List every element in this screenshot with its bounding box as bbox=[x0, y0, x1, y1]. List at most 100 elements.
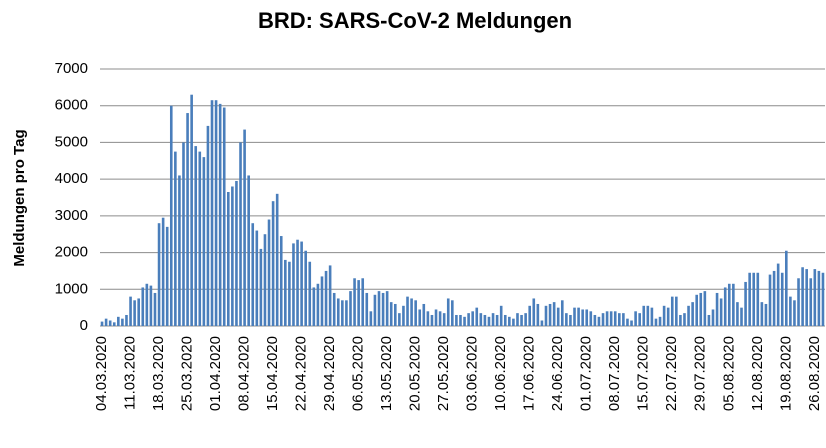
bar bbox=[471, 311, 474, 326]
bar bbox=[552, 302, 556, 326]
bar bbox=[650, 307, 654, 326]
bar bbox=[662, 305, 666, 326]
x-tick-label: 13.05.2020 bbox=[378, 336, 395, 411]
bar bbox=[618, 313, 621, 326]
bar bbox=[613, 311, 617, 326]
bar bbox=[426, 311, 430, 326]
bar bbox=[573, 307, 576, 326]
bar bbox=[813, 269, 817, 326]
bar bbox=[540, 320, 544, 326]
bar bbox=[121, 318, 124, 326]
bar bbox=[756, 272, 760, 326]
bar bbox=[320, 276, 324, 326]
bar bbox=[634, 311, 637, 326]
bar bbox=[112, 322, 116, 326]
bar bbox=[141, 287, 145, 326]
bar bbox=[446, 298, 450, 326]
bar bbox=[247, 175, 250, 326]
x-tick-label: 24.06.2020 bbox=[549, 336, 566, 411]
bar bbox=[328, 265, 332, 326]
bar bbox=[361, 278, 365, 326]
bar bbox=[654, 318, 658, 326]
bar bbox=[373, 294, 377, 326]
bar bbox=[479, 313, 483, 326]
bar bbox=[544, 305, 548, 326]
y-tick-label: 3000 bbox=[55, 207, 88, 224]
bar bbox=[149, 285, 153, 326]
y-tick-label: 4000 bbox=[55, 170, 88, 187]
bar bbox=[785, 250, 788, 326]
y-tick-label: 7000 bbox=[55, 60, 88, 77]
bar bbox=[398, 313, 401, 326]
bar bbox=[748, 272, 751, 326]
bar bbox=[182, 142, 185, 326]
x-tick-label: 15.07.2020 bbox=[635, 336, 652, 411]
bar bbox=[703, 291, 707, 326]
bar bbox=[565, 313, 568, 326]
bar bbox=[341, 300, 344, 326]
x-tick-label: 27.05.2020 bbox=[435, 336, 452, 411]
bar bbox=[231, 186, 234, 326]
bar bbox=[117, 316, 120, 326]
bar bbox=[589, 311, 593, 326]
bar bbox=[646, 305, 650, 326]
x-tick-label: 11.03.2020 bbox=[122, 336, 139, 410]
bar bbox=[406, 296, 409, 326]
chart-title: BRD: SARS-CoV-2 Meldungen bbox=[258, 8, 572, 33]
bar bbox=[776, 263, 780, 326]
bar bbox=[304, 250, 307, 326]
bar bbox=[670, 296, 674, 326]
bar bbox=[801, 267, 804, 326]
bar bbox=[165, 226, 169, 326]
bar bbox=[235, 180, 238, 326]
x-tick-label: 08.07.2020 bbox=[606, 336, 623, 411]
bar bbox=[336, 298, 340, 326]
bar bbox=[658, 316, 662, 326]
bar bbox=[104, 318, 108, 326]
bar bbox=[157, 223, 161, 326]
bar bbox=[210, 100, 214, 326]
bar bbox=[377, 291, 381, 326]
bar bbox=[190, 94, 193, 326]
bar bbox=[243, 129, 246, 326]
bar bbox=[279, 236, 283, 326]
bar bbox=[125, 314, 128, 326]
bar bbox=[626, 318, 629, 326]
bar bbox=[332, 292, 336, 326]
bar bbox=[487, 316, 491, 326]
bar bbox=[316, 283, 320, 326]
bar bbox=[520, 314, 523, 326]
bar bbox=[178, 175, 181, 326]
bar bbox=[719, 298, 723, 326]
x-tick-label: 18.03.2020 bbox=[150, 336, 167, 411]
bar bbox=[422, 303, 426, 326]
bar bbox=[569, 314, 572, 326]
bar bbox=[312, 287, 316, 326]
bar bbox=[524, 313, 527, 326]
bar bbox=[451, 300, 454, 326]
bar bbox=[263, 234, 267, 326]
bar bbox=[723, 287, 727, 326]
bar bbox=[137, 298, 140, 326]
bar bbox=[206, 125, 210, 327]
x-tick-label: 06.05.2020 bbox=[350, 336, 367, 411]
bar bbox=[349, 291, 352, 326]
x-tick-label: 08.04.2020 bbox=[236, 336, 253, 411]
bar bbox=[402, 305, 405, 326]
x-tick-label: 20.05.2020 bbox=[407, 336, 424, 411]
bar bbox=[577, 307, 580, 326]
bar bbox=[129, 296, 132, 326]
bar bbox=[214, 100, 218, 326]
bar bbox=[161, 217, 165, 326]
bar bbox=[410, 298, 413, 326]
bar bbox=[491, 313, 495, 326]
x-tick-label: 05.08.2020 bbox=[720, 336, 737, 411]
bar bbox=[532, 298, 536, 326]
bar bbox=[308, 261, 312, 326]
bar bbox=[169, 105, 173, 326]
x-tick-label: 15.04.2020 bbox=[264, 336, 281, 411]
x-tick-label: 03.06.2020 bbox=[464, 336, 481, 411]
bar bbox=[365, 292, 369, 326]
bar bbox=[226, 191, 230, 326]
x-tick-label: 04.03.2020 bbox=[93, 336, 110, 411]
